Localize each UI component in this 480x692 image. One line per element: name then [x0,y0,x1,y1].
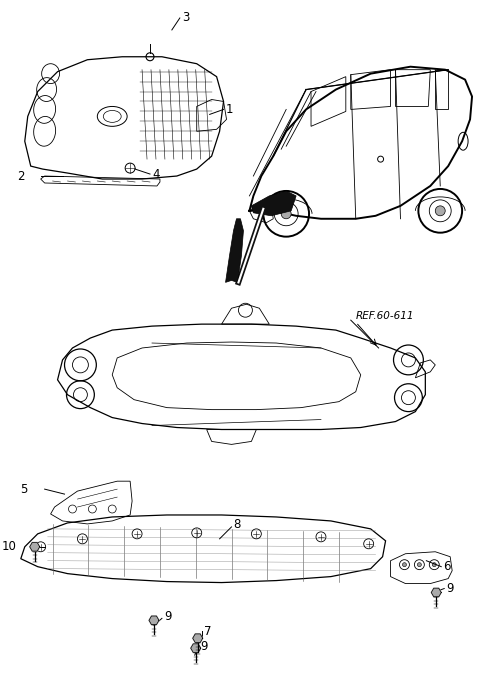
Text: 7: 7 [204,625,211,638]
Polygon shape [30,543,40,551]
Text: 5: 5 [20,482,28,495]
Circle shape [432,563,436,567]
Text: 3: 3 [182,12,189,24]
Text: 6: 6 [443,560,451,573]
Polygon shape [226,219,243,282]
Polygon shape [193,634,203,643]
Circle shape [418,563,421,567]
Circle shape [402,563,407,567]
Text: 10: 10 [2,540,17,554]
Circle shape [435,206,445,216]
Polygon shape [149,616,159,625]
Text: REF.60-611: REF.60-611 [356,311,414,321]
Text: 9: 9 [201,639,208,653]
Text: 9: 9 [446,582,454,595]
Text: 2: 2 [17,170,25,183]
Text: 8: 8 [233,518,241,531]
Polygon shape [191,644,201,653]
Text: 9: 9 [164,610,171,623]
Circle shape [281,209,291,219]
Polygon shape [432,588,441,597]
Text: 1: 1 [226,103,233,116]
Text: 4: 4 [152,167,159,181]
Polygon shape [252,191,296,216]
